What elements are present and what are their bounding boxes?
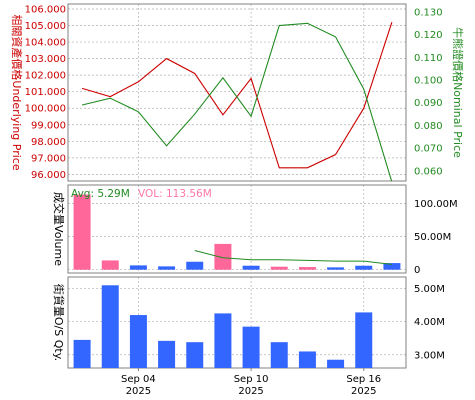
x-tick-year: 2025 <box>351 386 376 397</box>
os-qty-bar <box>242 326 260 368</box>
volume-bar <box>298 267 316 270</box>
price-panel: 106.000 105.000 104.000 103.000 102.000 101.0… <box>10 3 465 182</box>
volume-tick-label: 0 <box>414 265 420 276</box>
right-tick-label: 0.090 <box>414 98 443 109</box>
volume-bar <box>242 265 260 270</box>
os-qty-bar <box>129 315 147 368</box>
right-tick-label: 0.100 <box>414 76 443 87</box>
volume-bar <box>101 260 119 270</box>
x-tick-year: 2025 <box>126 386 151 397</box>
left-tick-label: 103.000 <box>25 54 66 65</box>
right-tick-label: 0.070 <box>414 144 443 155</box>
left-tick-label: 101.000 <box>25 87 66 98</box>
os-qty-bar <box>214 313 232 368</box>
os-qty-axis-title: 街貨量O/S Qty. <box>52 284 66 361</box>
right-axis-title: 牛熊證價格Nominal Price <box>451 27 465 158</box>
volume-bar <box>158 266 176 270</box>
os-qty-tick-label: 5.00M <box>414 284 445 295</box>
left-axis-title: 相關資產價格Underlying Price <box>10 14 24 170</box>
vol-label: VOL: 113.56M <box>138 188 212 200</box>
x-tick-label: Sep 16 <box>346 374 381 385</box>
os-qty-tick-label: 3.00M <box>414 350 445 361</box>
left-tick-label: 104.000 <box>25 38 66 49</box>
os-qty-panel: 5.00M 4.00M 3.00M 街貨量O/S Qty. <box>52 276 445 369</box>
avg-label: Avg: 5.29M <box>71 188 130 200</box>
left-tick-label: 100.000 <box>25 104 66 115</box>
volume-tick-label: 50.00M <box>414 232 451 243</box>
price-plot-frame <box>67 3 407 182</box>
right-tick-label: 0.060 <box>414 166 443 177</box>
os-qty-bar <box>270 342 288 368</box>
left-tick-label: 106.000 <box>25 4 66 15</box>
os-qty-bar <box>186 342 204 368</box>
volume-bar <box>214 243 232 270</box>
right-tick-label: 0.120 <box>414 30 443 41</box>
os-qty-bar <box>355 312 373 368</box>
volume-plot-frame <box>67 184 407 274</box>
volume-tick-label: 100.00M <box>414 199 458 210</box>
volume-average-line <box>194 250 392 265</box>
x-tick-label: Sep 04 <box>121 374 156 385</box>
right-tick-label: 0.110 <box>414 53 443 64</box>
nominal-price-line <box>81 22 393 181</box>
os-qty-bar <box>298 351 316 368</box>
x-tick-year: 2025 <box>238 386 263 397</box>
right-tick-label: 0.130 <box>414 7 443 18</box>
volume-bar <box>186 261 204 270</box>
os-qty-tick-label: 4.00M <box>414 317 445 328</box>
os-qty-bar <box>158 340 176 368</box>
left-tick-label: 98.000 <box>31 137 66 148</box>
os-qty-plot-frame <box>67 276 407 369</box>
os-qty-bar <box>327 359 345 368</box>
volume-bar <box>73 194 91 270</box>
left-tick-label: 97.000 <box>31 153 66 164</box>
volume-bar <box>383 263 401 270</box>
right-tick-label: 0.080 <box>414 121 443 132</box>
left-tick-label: 96.000 <box>31 170 66 181</box>
left-tick-label: 105.000 <box>25 21 66 32</box>
underlying-price-line <box>81 22 393 169</box>
volume-bar <box>327 267 345 270</box>
os-qty-bar <box>101 285 119 368</box>
left-tick-label: 102.000 <box>25 71 66 82</box>
volume-bar <box>129 265 147 270</box>
x-tick-label: Sep 10 <box>234 374 269 385</box>
left-tick-label: 99.000 <box>31 120 66 131</box>
volume-axis-title: 成交量Volume <box>52 192 66 266</box>
os-qty-bar <box>73 339 91 368</box>
volume-panel: 100.00M 50.00M 0 Avg: 5.29M VOL: 113.56M 成交量V… <box>52 184 458 276</box>
volume-bar <box>355 265 373 270</box>
volume-bar <box>270 266 288 270</box>
